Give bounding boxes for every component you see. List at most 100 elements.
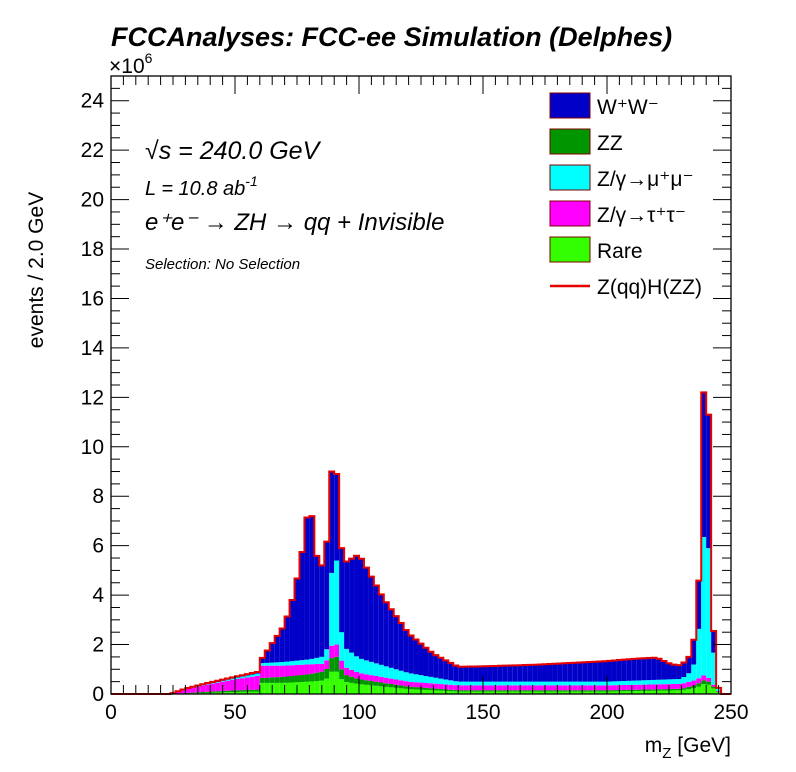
- bar-zz: [512, 690, 518, 692]
- bar-zz: [681, 688, 687, 690]
- bar-ztautau: [428, 683, 434, 689]
- bar-ztautau: [696, 678, 702, 684]
- bar-ww: [651, 657, 657, 680]
- bar-ztautau: [636, 684, 642, 690]
- bar-zmumu: [349, 652, 355, 670]
- y-tick-label: 6: [92, 535, 104, 558]
- bar-ztautau: [175, 691, 181, 694]
- bar-rare: [527, 691, 533, 694]
- legend-swatch-zmumu: [549, 164, 591, 191]
- bar-rare: [661, 690, 667, 694]
- bar-zmumu: [666, 679, 672, 685]
- bar-ztautau: [354, 671, 359, 679]
- bar-zmumu: [631, 680, 637, 685]
- bar-zmumu: [532, 681, 538, 686]
- bar-zz: [210, 691, 216, 693]
- bar-zmumu: [215, 681, 221, 683]
- bar-zz: [438, 688, 444, 691]
- bar-ztautau: [264, 665, 270, 678]
- bar-zz: [532, 690, 538, 692]
- bar-zmumu: [418, 675, 424, 683]
- chart-title: FCCAnalyses: FCC-ee Simulation (Delphes): [111, 22, 672, 52]
- bar-ww: [681, 662, 687, 678]
- bar-zmumu: [453, 681, 459, 686]
- bar-zmumu: [661, 679, 667, 685]
- bar-ztautau: [487, 685, 493, 691]
- legend-swatch-rare: [549, 236, 591, 263]
- bar-zz: [631, 689, 637, 692]
- bar-rare: [587, 691, 593, 694]
- bar-rare: [359, 684, 364, 694]
- bar-zmumu: [284, 661, 290, 666]
- bar-ww: [453, 665, 459, 682]
- bar-ww: [438, 657, 444, 679]
- bar-zmumu: [458, 681, 464, 686]
- bar-ww: [611, 660, 617, 682]
- bar-rare: [438, 690, 444, 694]
- bar-zz: [602, 690, 607, 692]
- bar-zmumu: [597, 681, 603, 686]
- bar-ztautau: [324, 660, 330, 669]
- bar-ztautau: [547, 685, 553, 691]
- y-tick-label: 0: [92, 683, 104, 706]
- bar-ztautau: [478, 685, 483, 691]
- bar-zz: [656, 689, 662, 691]
- bar-ww: [537, 664, 543, 682]
- bar-rare: [210, 692, 216, 694]
- bar-rare: [284, 682, 290, 694]
- bar-zz: [458, 690, 464, 692]
- bar-zmumu: [567, 681, 573, 686]
- bar-ww: [483, 666, 488, 682]
- bar-ztautau: [661, 684, 667, 690]
- bar-zz: [299, 674, 305, 683]
- bar-zz: [413, 687, 419, 690]
- bar-ztautau: [225, 680, 231, 691]
- bar-zmumu: [210, 683, 216, 684]
- bar-ztautau: [597, 685, 603, 691]
- y-tick-label: 20: [81, 189, 104, 212]
- bar-ww: [631, 658, 637, 681]
- bar-zmumu: [294, 660, 300, 665]
- bar-zmumu: [220, 680, 226, 682]
- bar-rare: [403, 688, 409, 694]
- legend: W⁺W⁻ ZZ Z/γ→μ⁺μ⁻ Z/γ→τ⁺τ⁻ Rare Z(qq)H(ZZ): [549, 92, 702, 299]
- bar-zmumu: [473, 681, 479, 686]
- bar-rare: [537, 691, 543, 694]
- bar-ww: [408, 635, 414, 674]
- bar-ztautau: [299, 664, 305, 675]
- bar-ww: [344, 561, 350, 649]
- bar-ztautau: [587, 685, 593, 691]
- bar-ztautau: [403, 681, 409, 687]
- bar-rare: [636, 690, 642, 694]
- bar-zmumu: [254, 673, 260, 676]
- bar-rare: [413, 689, 419, 694]
- bar-ww: [607, 660, 612, 682]
- bar-zz: [190, 692, 196, 694]
- bar-rare: [314, 681, 320, 694]
- bar-rare: [274, 682, 280, 694]
- bar-zz: [264, 677, 270, 683]
- bar-ztautau: [507, 685, 513, 691]
- bar-zz: [230, 690, 235, 693]
- bar-ztautau: [532, 685, 538, 691]
- bar-ww: [502, 665, 508, 682]
- bar-zmumu: [711, 652, 717, 685]
- bar-rare: [562, 691, 568, 694]
- bar-zmumu: [363, 660, 369, 675]
- x-axis: 0 50 100 150 200 250: [105, 76, 749, 724]
- bar-ztautau: [626, 684, 632, 690]
- bar-zmumu: [671, 679, 677, 685]
- bar-zmumu: [537, 681, 543, 686]
- bar-ztautau: [458, 685, 464, 691]
- bar-rare: [324, 678, 330, 694]
- bar-zz: [403, 686, 409, 689]
- bar-ztautau: [215, 682, 221, 692]
- bar-ww: [572, 662, 578, 682]
- bar-zmumu: [701, 537, 707, 676]
- bar-zmumu: [522, 681, 528, 686]
- bar-zmumu: [587, 681, 593, 686]
- bar-zz: [269, 677, 275, 683]
- bar-ww: [636, 658, 642, 681]
- bar-zmumu: [393, 669, 399, 680]
- bar-ww: [324, 541, 330, 650]
